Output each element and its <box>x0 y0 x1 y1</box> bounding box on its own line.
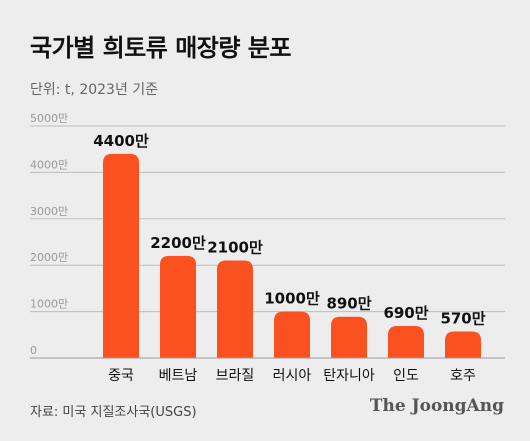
chart-title: 국가별 희토류 매장량 분포 <box>30 34 291 62</box>
category-label: 호주 <box>450 368 476 384</box>
bar <box>217 260 253 358</box>
category-label: 브라질 <box>216 368 255 384</box>
data-label: 2100만 <box>207 239 263 257</box>
category-label: 탄자니아 <box>323 368 375 384</box>
bar <box>445 331 481 358</box>
source-note: 자료: 미국 지질조사국(USGS) <box>30 405 197 420</box>
y-tick-label: 3000만 <box>30 205 68 218</box>
y-tick-label: 5000만 <box>30 112 68 125</box>
bar <box>160 255 196 358</box>
publisher-logo: The JoongAng <box>369 396 504 416</box>
y-tick-label: 2000만 <box>30 251 68 264</box>
data-label: 570만 <box>440 310 485 328</box>
bar <box>388 325 424 358</box>
data-label: 1000만 <box>264 290 320 308</box>
data-label: 4400만 <box>93 132 149 150</box>
y-tick-label: 0 <box>30 344 37 357</box>
category-label: 러시아 <box>273 368 312 384</box>
bar <box>274 311 310 358</box>
bar <box>103 153 139 358</box>
category-label: 인도 <box>393 368 419 384</box>
data-label: 690만 <box>383 304 428 322</box>
chart-subtitle: 단위: t, 2023년 기준 <box>30 82 159 98</box>
category-label: 베트남 <box>159 368 198 384</box>
y-tick-label: 4000만 <box>30 158 68 171</box>
data-label: 2200만 <box>150 234 206 252</box>
data-label: 890만 <box>326 295 371 313</box>
bar <box>331 316 367 358</box>
y-tick-label: 1000만 <box>30 298 68 311</box>
category-label: 중국 <box>108 368 134 384</box>
